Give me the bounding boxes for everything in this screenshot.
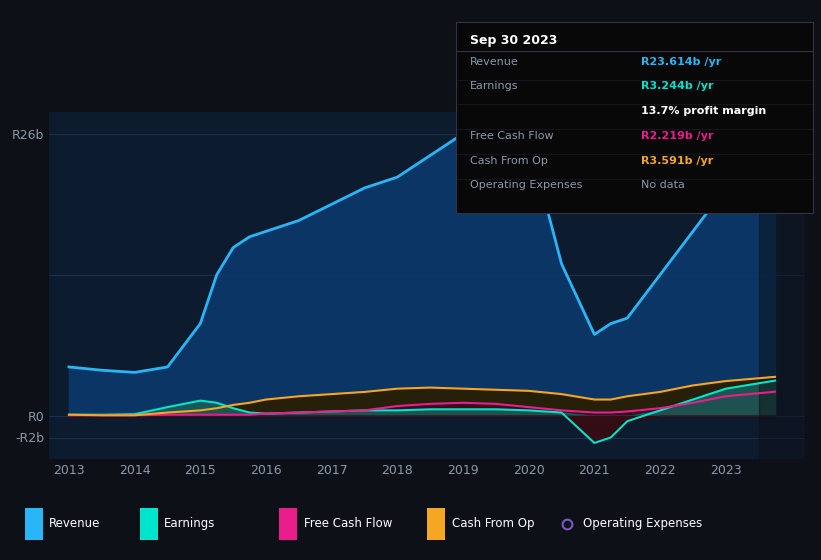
Text: R3.591b /yr: R3.591b /yr: [641, 156, 713, 166]
Text: R3.244b /yr: R3.244b /yr: [641, 81, 714, 91]
Bar: [279, 507, 297, 540]
Bar: [759, 112, 805, 459]
Text: Sep 30 2023: Sep 30 2023: [470, 34, 557, 47]
Text: No data: No data: [641, 180, 686, 190]
Text: R23.614b /yr: R23.614b /yr: [641, 57, 722, 67]
Text: Free Cash Flow: Free Cash Flow: [304, 517, 392, 530]
Text: Operating Expenses: Operating Expenses: [583, 517, 702, 530]
Text: Free Cash Flow: Free Cash Flow: [470, 131, 553, 141]
Text: Revenue: Revenue: [49, 517, 101, 530]
Text: Revenue: Revenue: [470, 57, 519, 67]
Text: 13.7% profit margin: 13.7% profit margin: [641, 106, 767, 116]
Text: Operating Expenses: Operating Expenses: [470, 180, 582, 190]
Text: Earnings: Earnings: [164, 517, 216, 530]
Bar: [427, 507, 445, 540]
Bar: [140, 507, 158, 540]
Text: Cash From Op: Cash From Op: [452, 517, 534, 530]
Text: R2.219b /yr: R2.219b /yr: [641, 131, 714, 141]
Text: Earnings: Earnings: [470, 81, 518, 91]
Bar: [25, 507, 43, 540]
Text: Cash From Op: Cash From Op: [470, 156, 548, 166]
